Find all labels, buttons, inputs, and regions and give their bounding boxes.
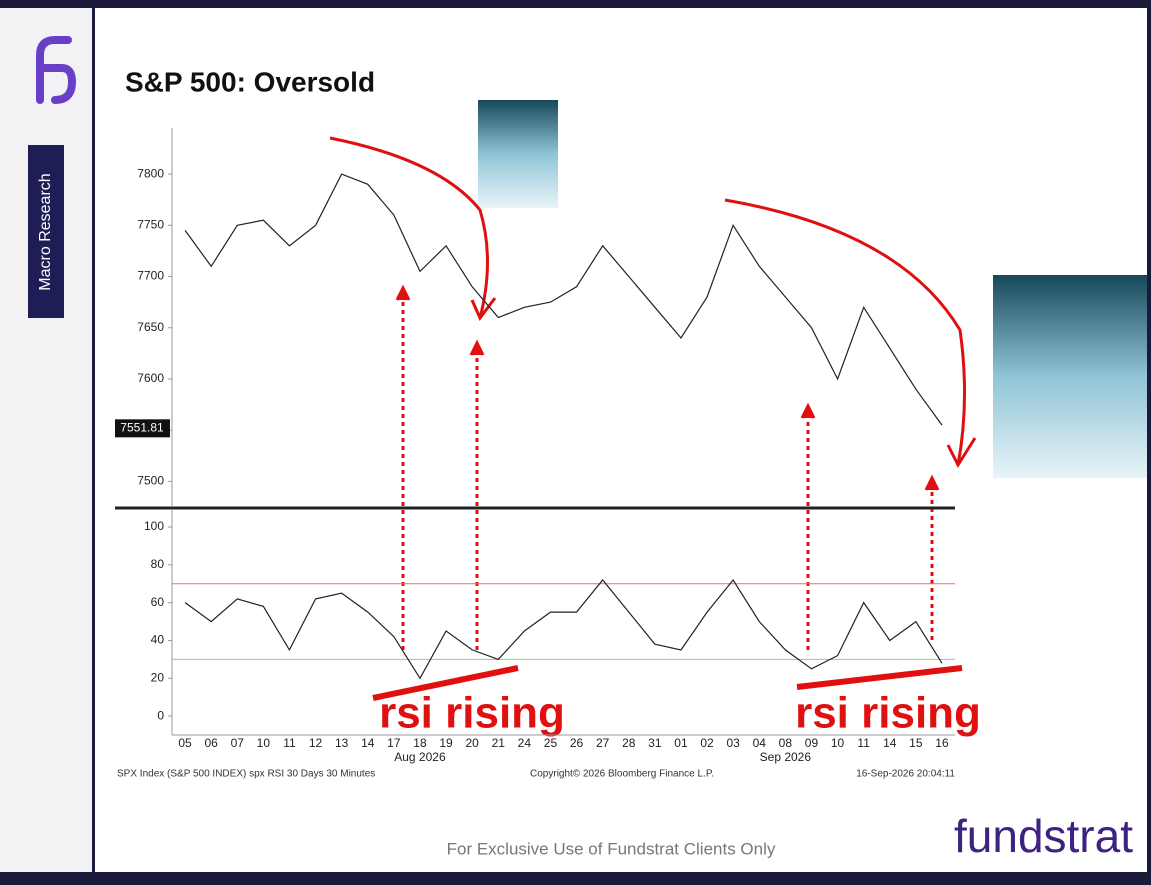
x-tick-label: 14 bbox=[361, 736, 375, 750]
x-tick-label: 06 bbox=[204, 736, 218, 750]
x-tick-label: 18 bbox=[413, 736, 427, 750]
x-tick-label: 26 bbox=[570, 736, 584, 750]
sidebar bbox=[0, 8, 92, 872]
x-tick-label: 19 bbox=[439, 736, 453, 750]
series-line bbox=[184, 578, 943, 680]
source-note: 16-Sep-2026 20:04:11 bbox=[856, 769, 955, 780]
y-tick-label: 40 bbox=[151, 633, 165, 647]
y-tick-label: 7500 bbox=[137, 474, 164, 488]
y-tick-label: 7600 bbox=[137, 371, 164, 385]
x-tick-label: 01 bbox=[674, 736, 688, 750]
section-box bbox=[28, 145, 64, 318]
source-note: SPX Index (S&P 500 INDEX) spx RSI 30 Day… bbox=[117, 769, 375, 780]
x-tick-label: 24 bbox=[518, 736, 532, 750]
x-tick-label: 13 bbox=[335, 736, 349, 750]
last-price-label: 7551.81 bbox=[120, 420, 164, 434]
x-tick-label: 20 bbox=[465, 736, 479, 750]
slide-body bbox=[95, 8, 1147, 872]
y-tick-label: 80 bbox=[151, 557, 165, 571]
x-tick-label: 14 bbox=[883, 736, 897, 750]
trend-arrows bbox=[329, 136, 977, 701]
logo: fundstrat bbox=[954, 810, 1133, 862]
annotation: rsi rising bbox=[379, 689, 565, 738]
x-tick-label: 28 bbox=[622, 736, 636, 750]
x-tick-label: 15 bbox=[909, 736, 923, 750]
section-label: Macro Research bbox=[37, 173, 54, 290]
x-tick-label: 09 bbox=[805, 736, 819, 750]
x-tick-label: 11 bbox=[857, 736, 870, 750]
x-tick-label: 08 bbox=[779, 736, 793, 750]
last-price-box bbox=[115, 419, 170, 438]
x-period-label: Aug 2026 bbox=[394, 750, 446, 764]
x-tick-label: 12 bbox=[309, 736, 323, 750]
x-tick-label: 10 bbox=[257, 736, 271, 750]
x-tick-label: 16 bbox=[935, 736, 949, 750]
brand-icon bbox=[36, 36, 77, 104]
x-tick-label: 07 bbox=[231, 736, 245, 750]
x-period-label: Sep 2026 bbox=[760, 750, 812, 764]
y-tick-label: 7800 bbox=[137, 166, 164, 180]
footer: For Exclusive Use of Fundstrat Clients O… bbox=[447, 839, 776, 858]
x-tick-label: 25 bbox=[544, 736, 558, 750]
x-tick-label: 03 bbox=[726, 736, 740, 750]
x-tick-label: 02 bbox=[700, 736, 714, 750]
source-note: Copyright© 2026 Bloomberg Finance L.P. bbox=[530, 769, 714, 780]
x-tick-label: 31 bbox=[648, 736, 662, 750]
y-tick-label: 100 bbox=[144, 519, 164, 533]
series-line bbox=[184, 173, 943, 426]
annotation: rsi rising bbox=[795, 689, 981, 738]
y-tick-label: 7750 bbox=[137, 217, 164, 231]
x-tick-label: 11 bbox=[283, 736, 296, 750]
x-tick-label: 21 bbox=[492, 736, 506, 750]
x-tick-label: 27 bbox=[596, 736, 610, 750]
slide-title: S&P 500: Oversold bbox=[125, 66, 375, 97]
y-tick-label: 60 bbox=[151, 595, 165, 609]
y-tick-label: 20 bbox=[151, 670, 165, 684]
y-tick-label: 7700 bbox=[137, 269, 164, 283]
y-tick-label: 0 bbox=[157, 708, 164, 722]
x-tick-label: 17 bbox=[387, 736, 401, 750]
y-tick-label: 7650 bbox=[137, 320, 164, 334]
x-tick-label: 04 bbox=[753, 736, 767, 750]
x-tick-label: 10 bbox=[831, 736, 845, 750]
waterfall-image bbox=[478, 100, 558, 208]
x-tick-label: 05 bbox=[178, 736, 192, 750]
waterfall-image bbox=[993, 275, 1147, 478]
